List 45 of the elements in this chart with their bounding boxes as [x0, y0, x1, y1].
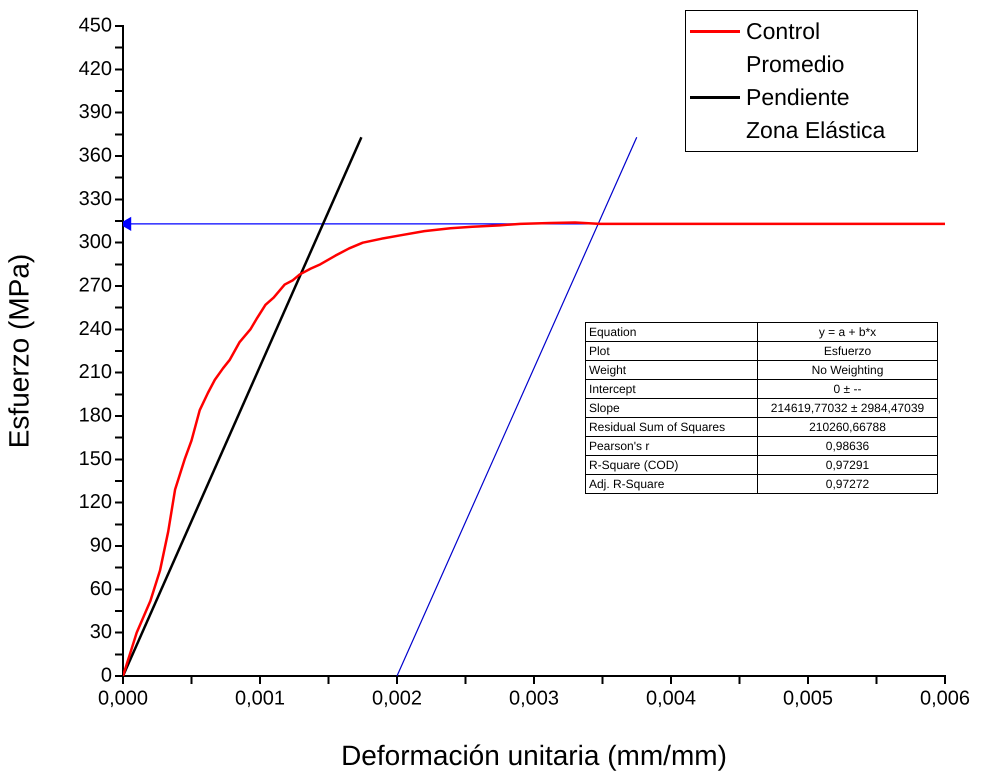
- x-tick-label: 0,003: [508, 688, 560, 710]
- annotation: No Weighting: [758, 360, 938, 380]
- annotation: Intercept: [586, 380, 758, 398]
- y-tick-label: 240: [78, 318, 112, 340]
- annotation: Plot: [586, 342, 758, 360]
- annotation: Esfuerzo: [758, 342, 938, 360]
- annotation: 214619,77032 ± 2984,47039: [758, 398, 938, 418]
- y-tick-label: 120: [78, 491, 112, 514]
- y-tick-label: 420: [78, 58, 112, 80]
- legend-label: Pendiente Zona Elástica: [746, 83, 886, 145]
- y-tick-label: 360: [78, 144, 112, 167]
- x-tick-label: 0,006: [920, 688, 970, 710]
- annotation: Pearson's r: [586, 436, 758, 456]
- y-tick-label: 210: [78, 361, 112, 384]
- y-tick-label: 390: [78, 101, 112, 124]
- x-axis-title: Deformación unitaria (mm/mm): [341, 740, 727, 771]
- y-tick-label: 270: [78, 274, 112, 297]
- annotation: Weight: [586, 360, 758, 380]
- y-tick-label: 30: [90, 621, 112, 644]
- y-tick-label: 90: [90, 534, 112, 557]
- x-tick-label: 0,004: [646, 688, 696, 710]
- annotation: 0,97272: [758, 474, 938, 494]
- y-tick-label: 0: [100, 664, 112, 687]
- x-tick-label: 0,001: [234, 688, 286, 710]
- annotation: y = a + b*x: [758, 322, 938, 342]
- y-tick-label: 300: [78, 231, 112, 254]
- x-tick-label: 0,005: [782, 688, 834, 710]
- y-tick-label: 330: [78, 188, 112, 210]
- annotation: 0,97291: [758, 456, 938, 474]
- annotation: 0,98636: [758, 436, 938, 456]
- annotation: 210260,66788: [758, 418, 938, 436]
- y-tick-label: 60: [90, 578, 112, 600]
- annotation: R-Square (COD): [586, 456, 758, 474]
- y-tick-label: 180: [78, 404, 112, 427]
- y-axis-title: Esfuerzo (MPa): [4, 254, 35, 448]
- annotation: Equation: [586, 322, 758, 342]
- legend-label: Control Promedio: [746, 17, 846, 79]
- annotation: 0 ± --: [758, 380, 938, 398]
- annotation: Adj. R-Square: [586, 474, 758, 494]
- x-tick-label: 0,002: [372, 688, 422, 710]
- x-tick-label: 0,000: [98, 688, 148, 710]
- annotation: Residual Sum of Squares: [586, 418, 758, 436]
- annotation: Slope: [586, 398, 758, 418]
- y-tick-label: 150: [78, 448, 112, 470]
- y-tick-label: 450: [78, 14, 112, 37]
